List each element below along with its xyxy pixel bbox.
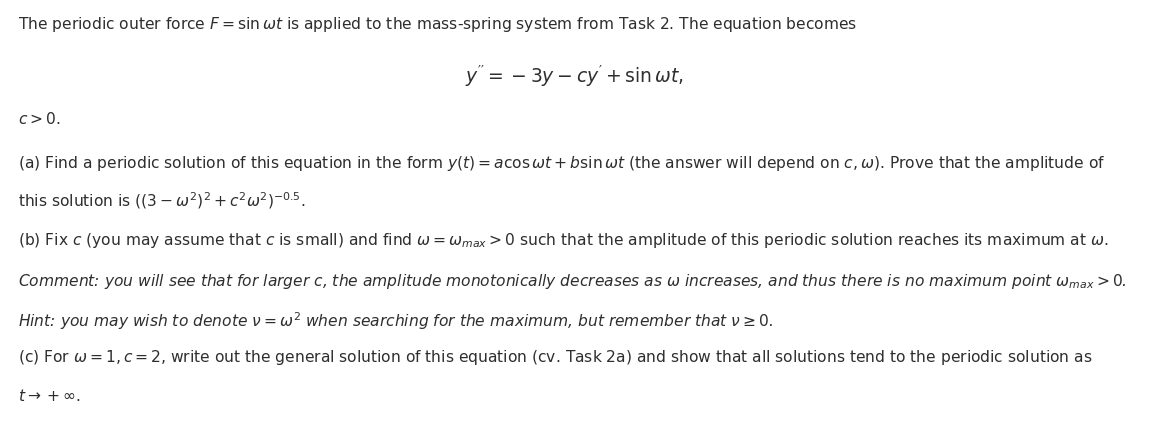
Text: $y'' = -3y - cy' + \sin\omega t,$: $y'' = -3y - cy' + \sin\omega t,$ [465, 64, 684, 89]
Text: $c > 0.$: $c > 0.$ [18, 111, 61, 127]
Text: (b) Fix $c$ (you may assume that $c$ is small) and find $\omega = \omega_{max} >: (b) Fix $c$ (you may assume that $c$ is … [18, 231, 1109, 250]
Text: Hint: you may wish to denote $\nu = \omega^2$ when searching for the maximum, bu: Hint: you may wish to denote $\nu = \ome… [18, 310, 773, 332]
Text: $t \rightarrow +\infty$.: $t \rightarrow +\infty$. [18, 388, 80, 404]
Text: The periodic outer force $F = \sin\omega t$ is applied to the mass-spring system: The periodic outer force $F = \sin\omega… [18, 15, 857, 34]
Text: this solution is $((3 - \omega^2)^2 + c^2\omega^2)^{-0.5}$.: this solution is $((3 - \omega^2)^2 + c^… [18, 191, 306, 211]
Text: Comment: you will see that for larger $c$, the amplitude monotonically decreases: Comment: you will see that for larger $c… [18, 272, 1127, 291]
Text: (c) For $\omega = 1, c = 2$, write out the general solution of this equation (cv: (c) For $\omega = 1, c = 2$, write out t… [18, 348, 1093, 367]
Text: (a) Find a periodic solution of this equation in the form $y(t) = a\cos\omega t : (a) Find a periodic solution of this equ… [18, 154, 1105, 173]
